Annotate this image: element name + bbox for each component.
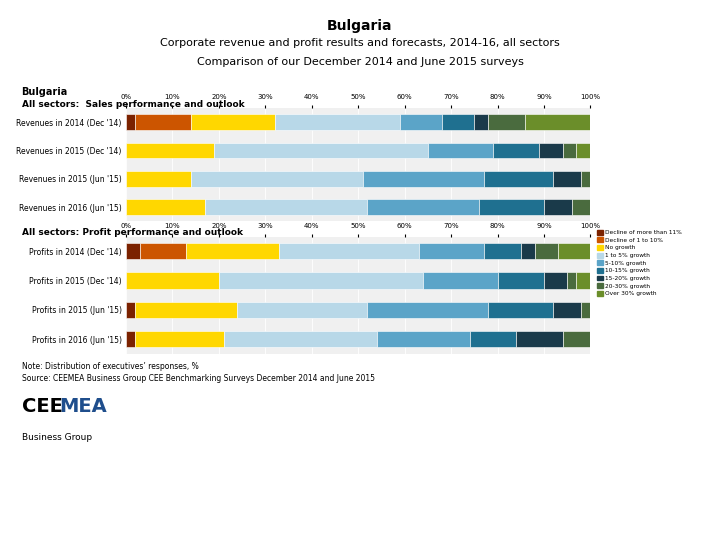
Bar <box>418 243 484 259</box>
Bar <box>544 272 567 288</box>
Bar <box>205 199 367 215</box>
Bar <box>126 243 140 259</box>
Bar <box>135 302 238 318</box>
Bar <box>191 114 274 130</box>
Bar <box>539 143 562 158</box>
Bar <box>553 171 581 187</box>
Bar <box>493 143 539 158</box>
Bar <box>367 199 479 215</box>
Bar <box>521 243 535 259</box>
Bar <box>279 243 418 259</box>
Bar <box>572 199 590 215</box>
Bar <box>423 272 498 288</box>
Bar <box>498 272 544 288</box>
Text: CEE: CEE <box>22 397 63 416</box>
Bar <box>367 302 488 318</box>
Bar <box>526 114 590 130</box>
Bar <box>469 331 516 347</box>
Bar <box>428 143 493 158</box>
Bar <box>126 302 135 318</box>
Bar <box>479 199 544 215</box>
Bar <box>363 171 484 187</box>
Text: All sectors:  Sales performance and outlook: All sectors: Sales performance and outlo… <box>22 100 244 109</box>
Bar <box>581 171 590 187</box>
Bar <box>274 114 400 130</box>
Bar <box>126 114 135 130</box>
Bar <box>126 331 135 347</box>
Text: Note: Distribution of executives’ responses, %: Note: Distribution of executives’ respon… <box>22 362 198 371</box>
Bar <box>544 199 572 215</box>
Bar <box>126 171 191 187</box>
Bar <box>400 114 442 130</box>
Bar <box>577 272 590 288</box>
Bar <box>442 114 474 130</box>
Bar <box>377 331 469 347</box>
Bar <box>135 114 191 130</box>
Text: Comparison of our December 2014 and June 2015 surveys: Comparison of our December 2014 and June… <box>197 57 523 67</box>
Text: Corporate revenue and profit results and forecasts, 2014-16, all sectors: Corporate revenue and profit results and… <box>160 38 560 48</box>
Bar <box>558 243 590 259</box>
Bar <box>516 331 562 347</box>
Text: Source: CEEMEA Business Group CEE Benchmarking Surveys December 2014 and June 20: Source: CEEMEA Business Group CEE Benchm… <box>22 374 374 383</box>
Bar <box>577 143 590 158</box>
Bar <box>219 272 423 288</box>
Text: MEA: MEA <box>59 397 107 416</box>
Bar <box>186 243 279 259</box>
Bar <box>135 331 223 347</box>
Bar <box>484 171 553 187</box>
Bar <box>581 302 590 318</box>
Bar <box>238 302 367 318</box>
Bar <box>126 272 219 288</box>
Bar <box>474 114 488 130</box>
Bar <box>562 143 577 158</box>
Bar <box>223 331 377 347</box>
Text: Business Group: Business Group <box>22 433 91 442</box>
Bar <box>215 143 428 158</box>
Bar <box>553 302 581 318</box>
Bar <box>484 243 521 259</box>
Bar <box>488 302 553 318</box>
Text: All sectors: Profit performance and outlook: All sectors: Profit performance and outl… <box>22 228 243 237</box>
Text: Bulgaria: Bulgaria <box>328 19 392 33</box>
Text: Bulgaria: Bulgaria <box>22 87 68 98</box>
Bar <box>535 243 558 259</box>
Bar <box>126 199 205 215</box>
Bar <box>191 171 363 187</box>
Bar <box>567 272 577 288</box>
Legend: Decline of more than 11%, Decline of 1 to 10%, No growth, 1 to 5% growth, 5-10% : Decline of more than 11%, Decline of 1 t… <box>597 230 682 296</box>
Bar <box>488 114 526 130</box>
Bar <box>126 143 215 158</box>
Bar <box>562 331 590 347</box>
Bar <box>140 243 186 259</box>
